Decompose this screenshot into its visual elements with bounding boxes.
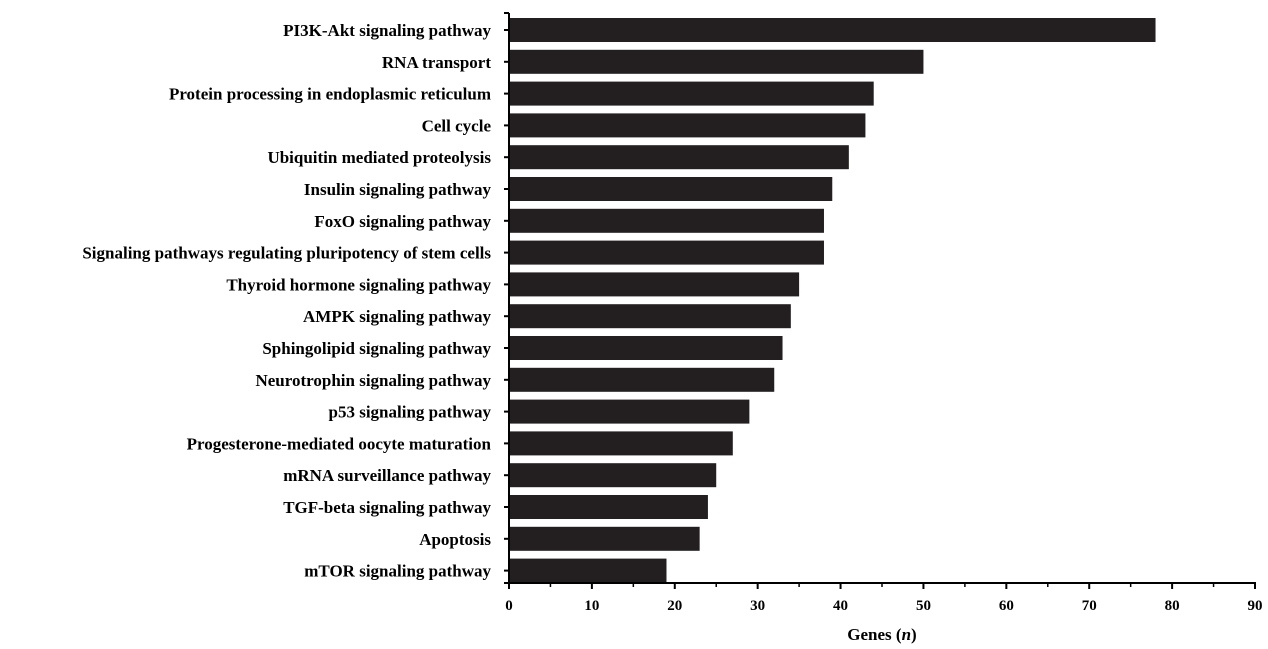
bar — [509, 495, 708, 519]
category-label: PI3K-Akt signaling pathway — [283, 21, 491, 40]
x-tick-label: 20 — [667, 598, 682, 614]
bar — [509, 336, 783, 360]
x-tick-label: 80 — [1165, 598, 1180, 614]
category-label: Insulin signaling pathway — [304, 180, 492, 199]
x-tick-label: 30 — [750, 598, 765, 614]
bar — [509, 208, 824, 233]
category-label: AMPK signaling pathway — [303, 307, 491, 326]
x-tick-label: 70 — [1082, 598, 1097, 614]
category-label: RNA transport — [382, 53, 491, 72]
bar — [509, 304, 791, 329]
category-label: Apoptosis — [419, 530, 491, 549]
bar — [509, 177, 833, 201]
x-axis-title-prefix: Genes ( — [847, 625, 902, 644]
bar — [509, 558, 667, 583]
x-tick-label: 90 — [1248, 598, 1263, 614]
bar — [509, 526, 700, 551]
category-label: Cell cycle — [422, 116, 492, 135]
category-label: FoxO signaling pathway — [314, 212, 491, 231]
x-axis-title: Genes (n) — [847, 625, 916, 644]
x-tick-label: 50 — [916, 598, 931, 614]
category-label: Protein processing in endoplasmic reticu… — [169, 85, 491, 104]
bar — [509, 81, 874, 106]
bar — [509, 145, 849, 170]
category-label: Signaling pathways regulating pluripoten… — [82, 244, 491, 263]
category-label: mTOR signaling pathway — [304, 562, 491, 581]
category-label: Progesterone-mediated oocyte maturation — [187, 434, 492, 453]
x-tick-label: 60 — [999, 598, 1014, 614]
x-axis-title-italic: n — [902, 625, 911, 644]
x-ticks-group: 0 10 20 30 40 50 60 70 80 90 — [505, 583, 1263, 614]
bar — [509, 49, 924, 74]
category-label: TGF-beta signaling pathway — [283, 498, 491, 517]
category-labels-group: PI3K-Akt signaling pathway RNA transport P… — [82, 21, 491, 581]
bars-group — [509, 18, 1156, 583]
bar — [509, 367, 775, 392]
x-tick-label: 10 — [584, 598, 599, 614]
category-label: Neurotrophin signaling pathway — [255, 371, 491, 390]
x-tick-label: 40 — [833, 598, 848, 614]
category-label: mRNA surveillance pathway — [283, 466, 491, 485]
bar — [509, 463, 717, 488]
category-label: Thyroid hormone signaling pathway — [226, 275, 491, 294]
category-label: p53 signaling pathway — [329, 403, 492, 422]
x-axis-title-suffix: ) — [911, 625, 917, 644]
bar — [509, 240, 824, 265]
category-label: Sphingolipid signaling pathway — [262, 339, 491, 358]
category-label: Ubiquitin mediated proteolysis — [267, 148, 491, 167]
bar — [509, 399, 750, 424]
x-tick-label: 0 — [505, 598, 513, 614]
bar — [509, 113, 866, 138]
bar — [509, 18, 1156, 42]
bar — [509, 272, 800, 297]
bar — [509, 431, 733, 456]
